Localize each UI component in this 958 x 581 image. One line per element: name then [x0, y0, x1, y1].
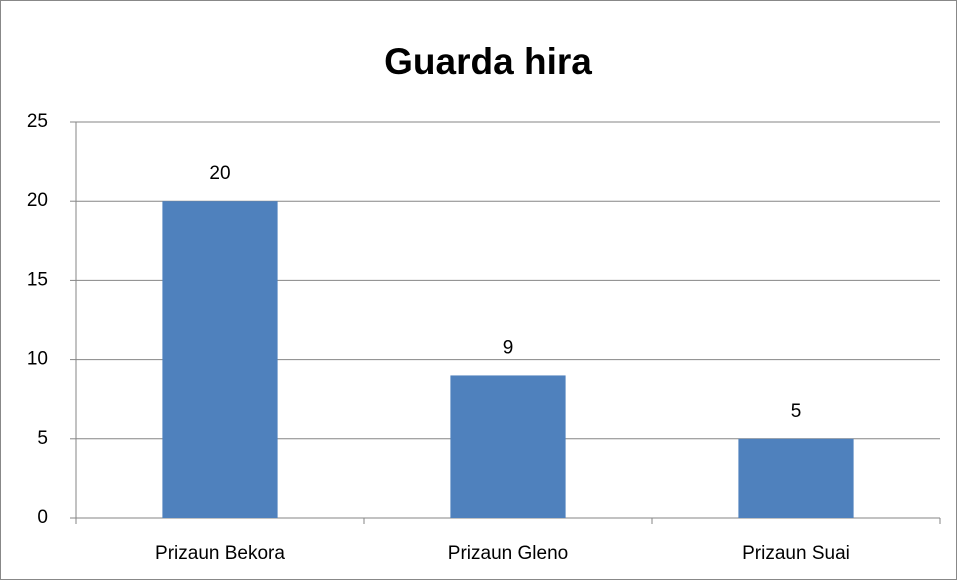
data-label: 5 — [791, 401, 802, 422]
bar — [162, 201, 278, 518]
bar — [738, 438, 854, 518]
x-tick-label: Prizaun Gleno — [448, 543, 568, 564]
y-tick-label: 0 — [37, 507, 48, 528]
y-tick-label: 10 — [27, 349, 48, 370]
chart-title: Guarda hira — [384, 41, 592, 82]
y-tick-label: 20 — [27, 190, 48, 211]
y-tick-label: 15 — [27, 269, 48, 290]
bar — [450, 375, 566, 518]
data-label: 9 — [503, 337, 514, 358]
data-label: 20 — [209, 163, 230, 184]
y-tick-label: 25 — [27, 111, 48, 132]
x-tick-label: Prizaun Suai — [742, 543, 850, 564]
y-tick-label: 5 — [37, 428, 48, 449]
x-tick-label: Prizaun Bekora — [155, 543, 285, 564]
